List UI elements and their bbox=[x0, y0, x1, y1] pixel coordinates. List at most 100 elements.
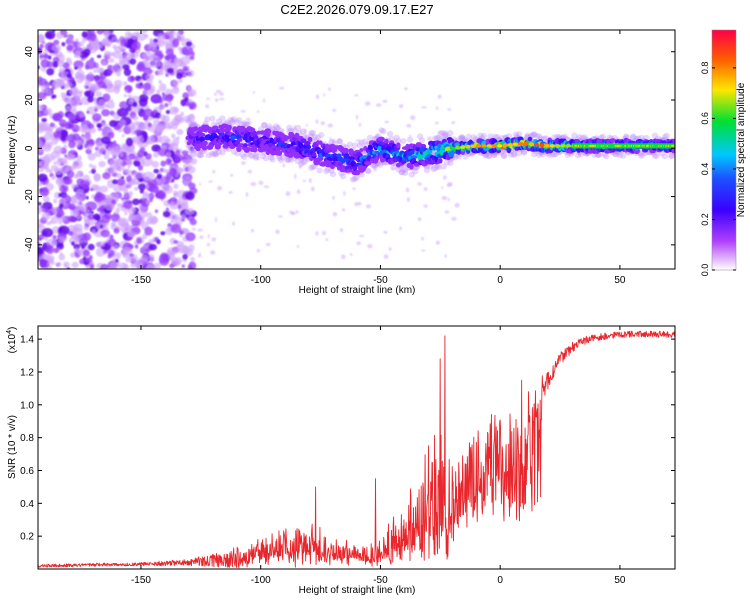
noise-blob bbox=[73, 54, 77, 58]
noise-blob bbox=[153, 93, 161, 100]
noise-blob bbox=[38, 181, 43, 187]
ridge-tail-core bbox=[631, 144, 634, 147]
noise-blob bbox=[130, 104, 141, 113]
ridge-halo bbox=[299, 128, 307, 135]
noise-blob bbox=[112, 140, 117, 145]
noise-blob bbox=[119, 151, 124, 158]
ridge-halo bbox=[308, 165, 315, 171]
noise-blob bbox=[92, 165, 97, 170]
noise-blob bbox=[145, 264, 157, 269]
ridge-tail-core bbox=[587, 144, 590, 147]
noise-blob bbox=[325, 238, 329, 242]
noise-blob bbox=[101, 37, 110, 47]
noise-blob bbox=[166, 67, 174, 74]
noise-blob bbox=[58, 68, 66, 74]
noise-blob bbox=[81, 36, 87, 43]
ridge-halo bbox=[242, 121, 250, 128]
noise-blob bbox=[213, 92, 218, 96]
noise-blob bbox=[127, 230, 137, 238]
noise-blob bbox=[72, 133, 80, 141]
ridge-peak bbox=[481, 144, 487, 148]
noise-blob bbox=[66, 44, 74, 52]
noise-blob bbox=[65, 81, 73, 88]
ridge-tail-core bbox=[607, 144, 610, 147]
y-tick-label: 1.0 bbox=[20, 400, 34, 411]
noise-blob bbox=[159, 105, 165, 110]
noise-blob bbox=[43, 236, 48, 241]
x-tick-label: 50 bbox=[614, 575, 626, 586]
noise-blob bbox=[137, 183, 146, 191]
ridge-halo bbox=[539, 151, 546, 158]
noise-blob bbox=[187, 165, 196, 174]
noise-blob bbox=[148, 253, 155, 261]
noise-blob bbox=[127, 75, 136, 83]
ridge-halo bbox=[581, 134, 588, 141]
noise-blob bbox=[133, 160, 141, 167]
noise-blob bbox=[408, 135, 412, 138]
ridge-halo bbox=[432, 165, 439, 171]
ridge-tail-core bbox=[599, 144, 602, 147]
noise-blob bbox=[252, 91, 255, 94]
noise-blob bbox=[199, 182, 202, 186]
ridge-halo bbox=[442, 130, 449, 137]
noise-blob bbox=[112, 44, 117, 49]
noise-blob bbox=[138, 97, 148, 107]
noise-blob bbox=[128, 153, 136, 160]
noise-blob bbox=[145, 153, 152, 160]
noise-blob bbox=[160, 160, 167, 167]
noise-blob bbox=[67, 231, 74, 236]
noise-blob bbox=[123, 52, 134, 61]
colorbar-tick-label: 0.0 bbox=[700, 264, 710, 277]
noise-blob bbox=[71, 241, 75, 246]
noise-blob bbox=[105, 199, 110, 204]
noise-blob bbox=[250, 229, 254, 233]
noise-blob bbox=[79, 113, 85, 118]
ridge-peak bbox=[455, 146, 461, 150]
noise-blob bbox=[78, 174, 83, 178]
ridge-halo bbox=[229, 119, 236, 126]
noise-blob bbox=[84, 85, 89, 89]
ridge-halo bbox=[262, 155, 270, 162]
noise-blob bbox=[187, 88, 197, 97]
noise-blob bbox=[54, 167, 63, 175]
noise-blob bbox=[60, 129, 69, 138]
ridge-cell bbox=[198, 132, 206, 137]
x-tick-label: -100 bbox=[251, 575, 271, 586]
noise-blob bbox=[66, 57, 72, 63]
noise-blob bbox=[44, 126, 52, 135]
noise-blob bbox=[417, 217, 422, 221]
noise-blob bbox=[105, 202, 115, 211]
noise-blob bbox=[443, 175, 447, 180]
noise-blob bbox=[404, 87, 408, 91]
noise-blob bbox=[162, 168, 168, 173]
noise-blob bbox=[88, 255, 93, 260]
noise-blob bbox=[115, 252, 121, 259]
noise-blob bbox=[84, 90, 91, 97]
noise-blob bbox=[71, 154, 76, 160]
spectrogram-x-label: Height of straight line (km) bbox=[299, 285, 416, 296]
ridge-halo bbox=[197, 152, 204, 159]
noise-blob bbox=[153, 118, 160, 126]
noise-blob bbox=[158, 135, 170, 145]
ridge-halo bbox=[259, 153, 266, 160]
ridge-cell bbox=[377, 145, 383, 152]
noise-blob bbox=[421, 236, 424, 241]
ridge-halo bbox=[638, 151, 645, 158]
noise-blob bbox=[51, 81, 59, 90]
noise-blob bbox=[75, 252, 79, 256]
ridge-peak bbox=[476, 144, 482, 148]
noise-blob bbox=[437, 165, 440, 168]
noise-blob bbox=[142, 244, 148, 250]
noise-blob bbox=[177, 46, 182, 51]
ridge-tail-core bbox=[592, 144, 595, 147]
noise-blob bbox=[107, 238, 117, 247]
ridge-tail-core bbox=[594, 144, 597, 147]
noise-blob bbox=[384, 120, 390, 124]
ridge-halo bbox=[536, 133, 543, 140]
noise-blob bbox=[406, 123, 412, 128]
noise-blob bbox=[73, 209, 80, 217]
noise-blob bbox=[89, 33, 96, 42]
noise-blob bbox=[198, 252, 202, 258]
noise-blob bbox=[305, 124, 309, 127]
noise-blob bbox=[405, 187, 410, 193]
